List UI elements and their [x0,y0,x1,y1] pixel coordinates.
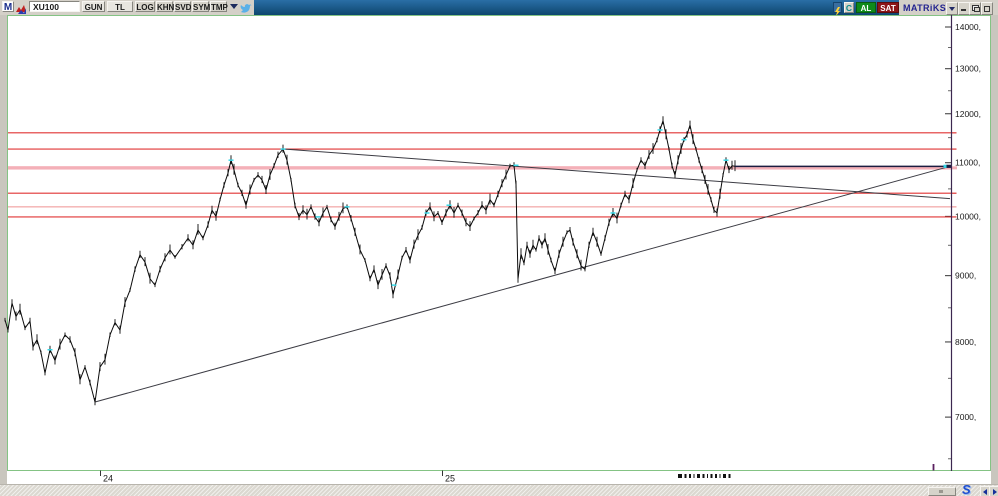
close-button[interactable] [981,2,993,15]
refresh-icon[interactable]: C [844,2,854,13]
chart-canvas[interactable]: 14000, 13000, 12000, 11000, 10000, 9000, 8000,… [0,15,998,484]
toolbar-button-log[interactable]: LOG [135,1,155,12]
plot-border [7,15,991,471]
y-axis-label: 8000, [955,337,976,347]
x-axis-dash-mark [678,474,682,478]
toolbar-button-sym[interactable]: SYM [192,1,211,12]
x-axis-label: 24 [103,474,113,484]
y-axis-label: 12000, [955,109,981,119]
last-price-marker [943,164,948,168]
window-frame-left [0,15,7,484]
trendline-ascending[interactable] [94,165,951,403]
dropdown-window-button[interactable] [946,2,958,15]
x-axis-dash-mark [702,474,705,478]
x-axis-dash-mark [689,474,691,478]
x-axis-dash-mark [719,474,721,478]
buy-button[interactable]: AL [856,2,876,13]
window-frame-right [991,15,998,484]
scrollbar-thumb[interactable] [928,487,956,496]
plot-background [7,15,991,484]
data-feed-icon: S [962,482,971,496]
lightning-icon[interactable] [833,2,842,16]
x-axis-dash-mark [693,474,695,478]
restore-button[interactable] [969,2,981,15]
x-axis-dash-mark [723,474,726,478]
y-axis-label: 11000, [955,158,980,168]
toolbar-button-tmp[interactable]: TMP [210,1,228,12]
y-axis-label: 7000, [955,412,976,422]
app-menu-button[interactable]: M [2,1,14,13]
toolbar-button-currency[interactable]: TL [107,1,133,12]
last-price-axis-marker [946,164,952,168]
x-axis-dash-mark [697,474,700,478]
toolbar-button-period[interactable]: GUN [82,1,105,12]
symbol-input[interactable]: XU100 [29,1,80,12]
y-axis-label: 9000, [955,271,976,281]
trendline-descending[interactable] [284,148,951,200]
x-axis-dash-mark [715,474,717,478]
y-axis-label: 14000, [955,22,981,32]
titlebar: M XU100 GUN TL LOG KHN SVD SYM TMP C AL … [0,0,998,16]
x-axis-dash-mark [710,474,713,478]
y-axis-label: 13000, [955,64,981,74]
x-axis-dash-mark [684,474,687,478]
y-axis-label: 10000, [955,211,981,221]
toolbar-button-khn[interactable]: KHN [156,1,175,12]
sell-button[interactable]: SAT [877,2,899,13]
chart-type-icon[interactable] [16,2,27,14]
x-axis-label: 25 [445,474,455,484]
x-axis-dash-mark [707,474,708,478]
scroll-right-button[interactable] [989,486,998,496]
x-axis-dash-mark [728,474,731,478]
price-level-band[interactable] [8,166,951,170]
toolbar-button-svd[interactable]: SVD [174,1,192,12]
horizontal-scrollbar[interactable]: S [0,482,998,496]
chevron-down-icon[interactable] [230,4,238,9]
brand-logo: MATRiKS [903,3,947,13]
twitter-icon[interactable] [240,2,253,13]
